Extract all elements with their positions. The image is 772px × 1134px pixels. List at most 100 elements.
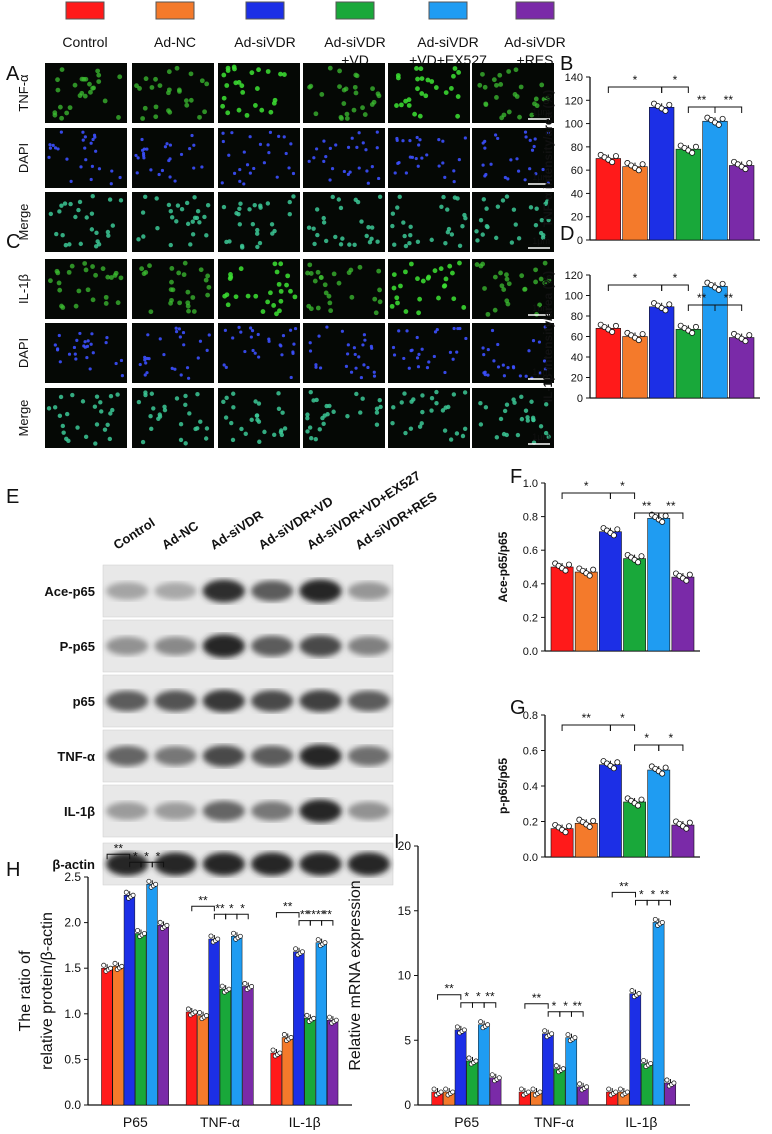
cell-dot <box>157 172 161 177</box>
data-point <box>612 153 619 160</box>
cell-dot <box>239 426 244 432</box>
cell-dot <box>354 366 358 370</box>
cell-dot <box>278 298 284 304</box>
cell-dot <box>403 269 408 275</box>
cell-dot <box>455 113 461 119</box>
cell-dot <box>500 198 506 203</box>
data-point <box>496 1075 502 1081</box>
cell-dot <box>170 366 174 370</box>
data-point <box>746 332 753 339</box>
cell-dot <box>57 413 63 419</box>
cell-dot <box>291 194 296 199</box>
cell-dot <box>492 359 496 363</box>
cell-dot <box>499 115 505 121</box>
cell-dot <box>225 110 231 116</box>
y-tick-label: 20 <box>571 373 583 385</box>
blot-band <box>299 579 342 603</box>
cell-dot <box>98 400 103 405</box>
y-tick-label: 60 <box>571 332 583 344</box>
row-label: Merge <box>16 400 31 437</box>
cell-dot <box>539 217 545 223</box>
cell-dot <box>390 420 395 426</box>
lane-label: Ad-NC <box>159 518 202 553</box>
cell-dot <box>148 309 154 315</box>
y-axis-label: Relative mRNA expression <box>347 880 364 1070</box>
blot-band <box>154 582 197 600</box>
y-tick-label: 20 <box>571 212 583 224</box>
cell-dot <box>544 96 550 102</box>
cell-dot <box>442 428 448 433</box>
cell-dot <box>412 111 418 117</box>
micro-panel <box>218 63 300 123</box>
cell-dot <box>519 273 525 279</box>
cell-dot <box>292 342 296 346</box>
cell-dot <box>265 299 271 305</box>
y-tick-label: 0.0 <box>523 646 538 658</box>
cell-dot <box>190 232 196 237</box>
data-point <box>157 919 163 925</box>
bar <box>550 566 574 652</box>
cell-dot <box>177 88 182 94</box>
cell-dot <box>377 398 382 403</box>
cell-dot <box>392 242 397 247</box>
cell-dot <box>48 143 52 147</box>
cell-dot <box>251 348 255 353</box>
significance-bracket <box>275 912 300 918</box>
cell-dot <box>326 293 332 299</box>
blot-strip <box>102 674 394 728</box>
cell-dot <box>140 210 146 215</box>
cell-dot <box>425 77 431 83</box>
cell-dot <box>225 302 231 308</box>
lane-label: Ad-siVDR+RES <box>352 488 440 552</box>
cell-dot <box>451 73 456 79</box>
significance-mark: * <box>633 73 638 87</box>
cell-dot <box>224 83 230 88</box>
data-point <box>742 338 749 345</box>
significance-bracket <box>570 1011 584 1017</box>
legend-label: Control <box>62 34 107 50</box>
cell-dot <box>288 288 293 294</box>
cell-dot <box>118 275 124 281</box>
cell-dot <box>112 273 118 278</box>
cell-dot <box>489 162 493 166</box>
data-point <box>123 889 129 895</box>
bar <box>649 106 675 241</box>
cell-dot <box>443 370 447 375</box>
cell-dot <box>234 211 239 216</box>
significance-mark: ** <box>642 499 652 513</box>
scale-bar-label: 1μm <box>532 107 550 117</box>
data-point <box>590 566 597 573</box>
cell-dot <box>291 171 296 176</box>
cell-dot <box>474 262 480 267</box>
cell-dot <box>482 84 488 90</box>
cell-dot <box>494 82 499 88</box>
cell-dot <box>366 181 370 185</box>
cell-dot <box>149 168 153 172</box>
cell-dot <box>504 194 510 199</box>
cell-dot <box>362 112 368 117</box>
cell-dot <box>167 109 173 115</box>
cell-dot <box>441 194 446 200</box>
cell-dot <box>168 242 173 248</box>
data-point <box>652 916 658 922</box>
cell-dot <box>187 411 192 416</box>
cell-dot <box>344 364 349 368</box>
data-point <box>454 1024 460 1030</box>
cell-dot <box>83 135 87 139</box>
data-point <box>662 107 669 114</box>
cell-dot <box>322 282 328 288</box>
cell-dot <box>483 405 489 410</box>
cell-dot <box>168 175 172 179</box>
cell-dot <box>399 400 404 405</box>
blot-band <box>347 636 391 656</box>
cell-dot <box>120 374 125 378</box>
cell-dot <box>410 348 414 352</box>
cell-dot <box>202 214 207 220</box>
cell-dot <box>90 164 94 168</box>
bar <box>185 1011 198 1106</box>
cell-dot <box>357 264 363 270</box>
cell-dot <box>314 207 320 212</box>
cell-dot <box>183 393 188 399</box>
y-tick-label: 120 <box>565 95 583 107</box>
cell-dot <box>519 394 524 400</box>
